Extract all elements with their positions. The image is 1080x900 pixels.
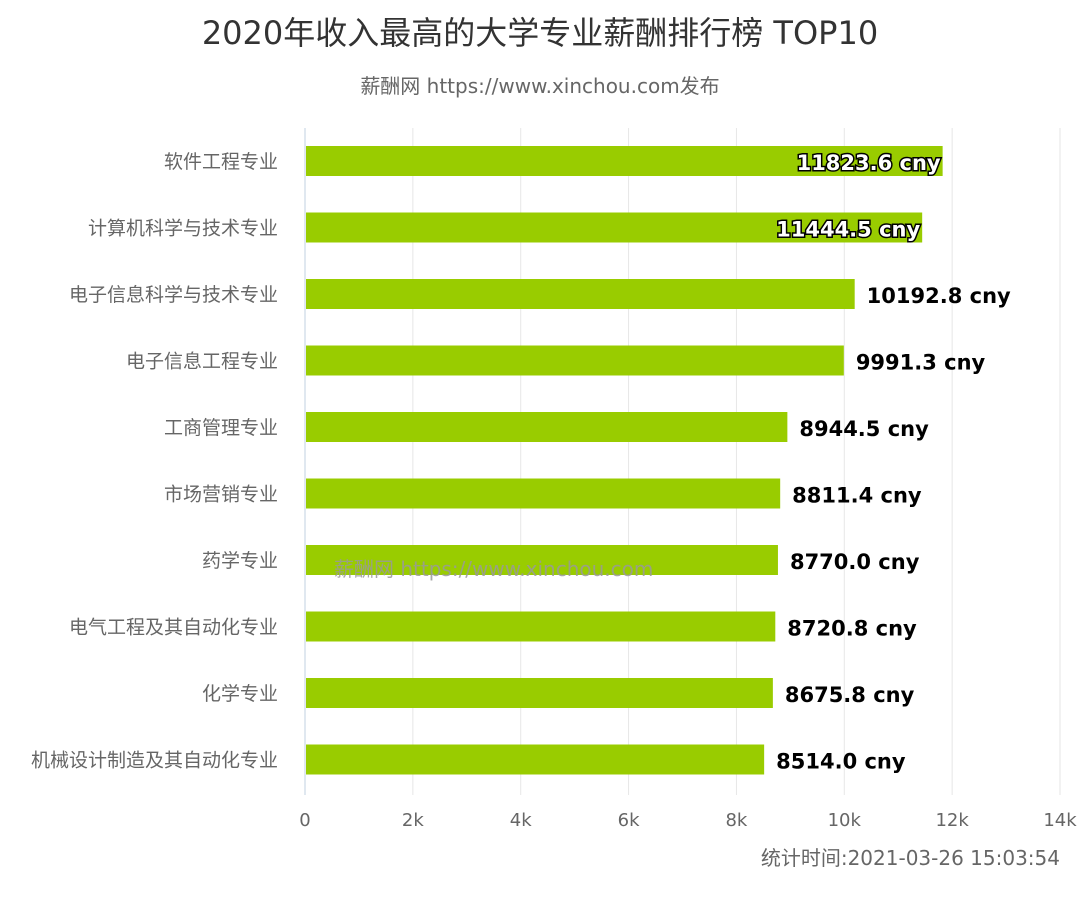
category-label: 软件工程专业 [164, 151, 278, 173]
category-label: 电气工程及其自动化专业 [69, 617, 278, 639]
x-tick-label: 8k [725, 810, 747, 831]
data-label: 8811.4 cny [792, 484, 922, 508]
bars [306, 146, 943, 775]
x-tick-labels: 0 2k 4k 6k 8k 10k 12k 14k [299, 810, 1077, 831]
bar [306, 412, 788, 442]
category-label: 计算机科学与技术专业 [88, 218, 278, 240]
bar [306, 345, 844, 376]
bar [306, 478, 781, 509]
data-label: 11823.6 cny [797, 151, 941, 175]
data-label: 11444.5 cny [776, 218, 920, 242]
bar [306, 744, 765, 775]
x-tick-label: 10k [828, 810, 862, 831]
data-labels: 11823.6 cny 11444.5 cny 10192.8 cny 9991.3 … [775, 150, 1011, 774]
x-tick-label: 14k [1043, 810, 1077, 831]
category-label: 市场营销专业 [164, 484, 278, 506]
category-label: 化学专业 [202, 683, 278, 705]
data-label: 8514.0 cny [776, 750, 906, 774]
chart-subtitle: 薪酬网 https://www.xinchou.com发布 [360, 74, 720, 98]
watermark: 薪酬网 https://www.xinchou.com [334, 557, 653, 581]
data-label: 8770.0 cny [790, 550, 920, 574]
x-tick-label: 0 [299, 810, 310, 831]
bar [306, 678, 773, 708]
bar [306, 212, 923, 243]
bar [306, 146, 943, 176]
x-tick-label: 2k [402, 810, 424, 831]
data-label: 8720.8 cny [787, 617, 917, 641]
category-labels: 软件工程专业计算机科学与技术专业电子信息科学与技术专业电子信息工程专业工商管理专… [31, 151, 278, 772]
category-label: 电子信息工程专业 [126, 351, 278, 373]
category-label: 电子信息科学与技术专业 [69, 284, 278, 306]
x-tick-label: 12k [935, 810, 969, 831]
bar [306, 611, 776, 642]
x-tick-label: 6k [618, 810, 640, 831]
chart-title: 2020年收入最高的大学专业薪酬排行榜 TOP10 [201, 14, 879, 52]
bar [306, 279, 855, 309]
data-label: 8944.5 cny [799, 417, 929, 441]
data-label: 10192.8 cny [867, 284, 1011, 308]
category-label: 药学专业 [202, 550, 278, 572]
bar [306, 545, 778, 575]
data-label: 8675.8 cny [785, 683, 915, 707]
category-label: 工商管理专业 [164, 417, 278, 439]
x-tick-label: 4k [510, 810, 532, 831]
data-label: 9991.3 cny [856, 351, 986, 375]
stat-timestamp: 统计时间:2021-03-26 15:03:54 [760, 846, 1060, 870]
category-label: 机械设计制造及其自动化专业 [31, 750, 278, 772]
